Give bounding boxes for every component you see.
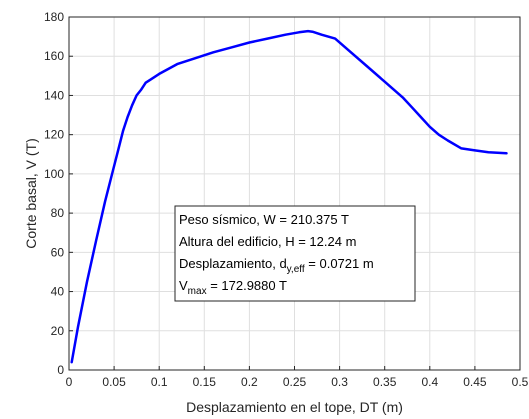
x-tick-label: 0.25: [283, 375, 307, 389]
x-tick-label: 0.3: [331, 375, 348, 389]
y-tick-label: 140: [44, 88, 64, 102]
annotation-line-3: Desplazamiento, dy,eff = 0.0721 m: [179, 256, 374, 275]
y-tick-label: 40: [51, 285, 65, 299]
y-tick-label: 20: [51, 324, 65, 338]
x-tick-label: 0.1: [151, 375, 168, 389]
annotation-line-4: Vmax = 172.9880 T: [179, 278, 287, 297]
y-tick-label: 180: [44, 10, 64, 24]
x-tick-label: 0.15: [193, 375, 217, 389]
x-axis-ticks: 0 0.05 0.1 0.15 0.2 0.25 0.3 0.35 0.4 0.45 0.5: [66, 366, 529, 389]
x-tick-label: 0: [66, 375, 73, 389]
annotation-line-4-rest: = 172.9880 T: [207, 278, 287, 293]
x-tick-label: 0.2: [241, 375, 258, 389]
x-tick-label: 0.45: [463, 375, 487, 389]
annotation-line-3-rest: = 0.0721 m: [305, 256, 374, 271]
y-tick-label: 120: [44, 128, 64, 142]
annotation-line-4-sub: max: [188, 286, 207, 297]
annotation-line-4-main: V: [179, 278, 188, 293]
x-tick-label: 0.4: [421, 375, 438, 389]
y-axis-label: Corte basal, V (T): [23, 138, 39, 248]
annotation-frame: [174, 205, 416, 302]
y-tick-label: 60: [51, 245, 65, 259]
annotation-line-3-main: Desplazamiento, d: [179, 256, 287, 271]
y-axis-ticks: 0 20 40 60 80 100 120 140 160 180: [44, 10, 73, 377]
annotation-line-2: Altura del edificio, H = 12.24 m: [179, 234, 356, 249]
x-axis-label: Desplazamiento en el tope, DT (m): [186, 399, 403, 415]
series-group: [70, 29, 508, 364]
x-tick-label: 0.35: [373, 375, 397, 389]
y-tick-label: 80: [51, 206, 65, 220]
y-tick-label: 0: [57, 363, 64, 377]
x-tick-label: 0.5: [512, 375, 529, 389]
annotation-line-1: Peso sísmico, W = 210.375 T: [179, 212, 349, 227]
annotation-line-3-sub: y,eff: [287, 264, 305, 275]
annotation-box: Peso sísmico, W = 210.375 T Altura del e…: [174, 205, 416, 302]
y-tick-label: 100: [44, 167, 64, 181]
x-tick-label: 0.05: [102, 375, 126, 389]
series-line: [70, 29, 508, 364]
y-tick-label: 160: [44, 49, 64, 63]
